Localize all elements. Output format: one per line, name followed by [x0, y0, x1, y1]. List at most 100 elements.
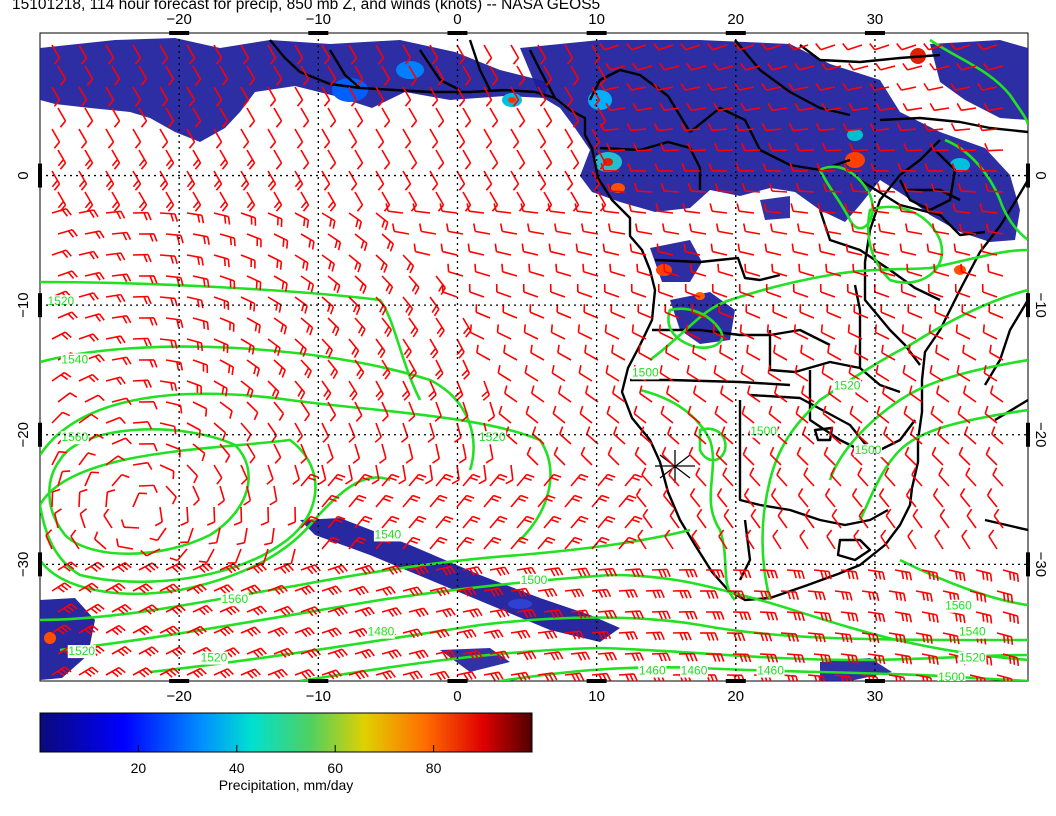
wind-barb: [138, 107, 148, 128]
wind-barb: [767, 102, 788, 112]
contour-label-bg: [60, 353, 89, 367]
wind-barb: [630, 283, 647, 298]
contour-label-bg: [520, 573, 548, 587]
wind-barb: [923, 42, 944, 51]
wind-barb: [741, 142, 761, 152]
wind-barb: [381, 607, 402, 617]
wind-barb: [530, 344, 545, 361]
wind-barb: [874, 324, 890, 340]
wind-barb: [858, 508, 869, 529]
wind-barb: [267, 212, 283, 227]
wind-barb: [687, 405, 701, 424]
wind-barb: [402, 338, 412, 359]
contour-label-bg: [680, 664, 709, 678]
wind-barb: [543, 567, 564, 577]
wind-barb: [601, 203, 620, 214]
wind-barb: [456, 170, 466, 191]
wind-barb: [624, 473, 643, 487]
lon-tick-label-bottom: −20: [166, 688, 191, 705]
wind-barb: [429, 586, 450, 597]
wind-barb: [51, 331, 72, 340]
wind-barb: [273, 317, 288, 335]
wind-barb: [522, 283, 539, 298]
wind-barb: [132, 492, 147, 508]
wind-barb: [381, 565, 402, 575]
wind-barb: [903, 405, 917, 424]
wind-barb: [165, 646, 186, 657]
wind-barb: [559, 426, 572, 445]
wind-barb: [857, 467, 869, 487]
wind-barb: [739, 324, 755, 340]
wind-barb: [267, 584, 288, 595]
wind-barb: [213, 380, 228, 397]
wind-barb: [192, 275, 210, 288]
contour-label: 1540: [61, 352, 88, 366]
wind-barb: [822, 405, 836, 424]
wind-barb: [462, 515, 481, 529]
wind-barb: [213, 86, 223, 107]
wind-barb: [528, 263, 545, 277]
wind-barb: [496, 324, 512, 340]
wind-barb: [354, 317, 366, 337]
wind-barb: [476, 344, 491, 361]
wind-barb: [321, 212, 336, 229]
wind-barb: [424, 464, 434, 485]
wind-barb: [599, 122, 620, 132]
wind-barb: [132, 170, 142, 191]
wind-barb: [240, 338, 255, 355]
colorbar-tick-label: 20: [131, 760, 147, 776]
contour-label: 1520: [479, 430, 506, 444]
wind-barb: [267, 626, 288, 637]
wind-barb: [159, 254, 178, 265]
wind-barb: [744, 263, 761, 277]
wind-barb: [624, 515, 643, 529]
wind-barb: [408, 565, 429, 576]
wind-barb: [599, 82, 620, 91]
wind-barb: [719, 385, 734, 403]
wind-barb: [138, 604, 159, 615]
wind-barb: [273, 401, 285, 421]
wind-barb: [483, 587, 504, 597]
wind-barb: [327, 515, 346, 529]
wind-barb: [996, 674, 1013, 681]
wind-barb: [524, 365, 539, 382]
wind-barb: [294, 254, 309, 271]
wind-barb: [461, 359, 471, 380]
wind-barb: [851, 488, 863, 508]
wind-barb: [489, 566, 510, 576]
wind-barb: [549, 283, 566, 298]
wind-barb: [273, 359, 286, 378]
wind-barb: [78, 292, 99, 301]
wind-barb: [965, 467, 977, 487]
wind-barb: [186, 128, 196, 149]
wind-barb: [923, 82, 944, 91]
wind-barb: [645, 589, 665, 599]
wind-barb: [165, 485, 177, 505]
wind-barb: [953, 243, 971, 256]
wind-barb: [105, 666, 126, 678]
wind-barb: [692, 385, 707, 403]
wind-barb: [935, 385, 950, 403]
wind-barb: [84, 65, 94, 86]
wind-barb: [591, 86, 601, 107]
wind-barb: [462, 650, 483, 660]
wind-barb: [348, 338, 360, 358]
wind-barb: [795, 183, 815, 193]
lon-tick-label-top: −10: [306, 11, 331, 28]
wind-barb: [186, 625, 207, 637]
wind-barb: [651, 652, 671, 662]
wind-barb: [375, 128, 385, 149]
wind-barb: [485, 443, 494, 464]
wind-barb: [435, 565, 456, 576]
wind-barb: [653, 122, 674, 132]
wind-barb: [467, 243, 485, 256]
wind-barb: [402, 494, 421, 508]
wind-barb: [269, 485, 278, 506]
wind-barb: [246, 605, 267, 616]
wind-barb: [840, 569, 859, 580]
wind-barb: [928, 324, 944, 340]
wind-barb: [768, 142, 788, 152]
wind-barb: [959, 488, 971, 508]
wind-barb: [978, 163, 998, 172]
wind-barb: [57, 603, 78, 614]
